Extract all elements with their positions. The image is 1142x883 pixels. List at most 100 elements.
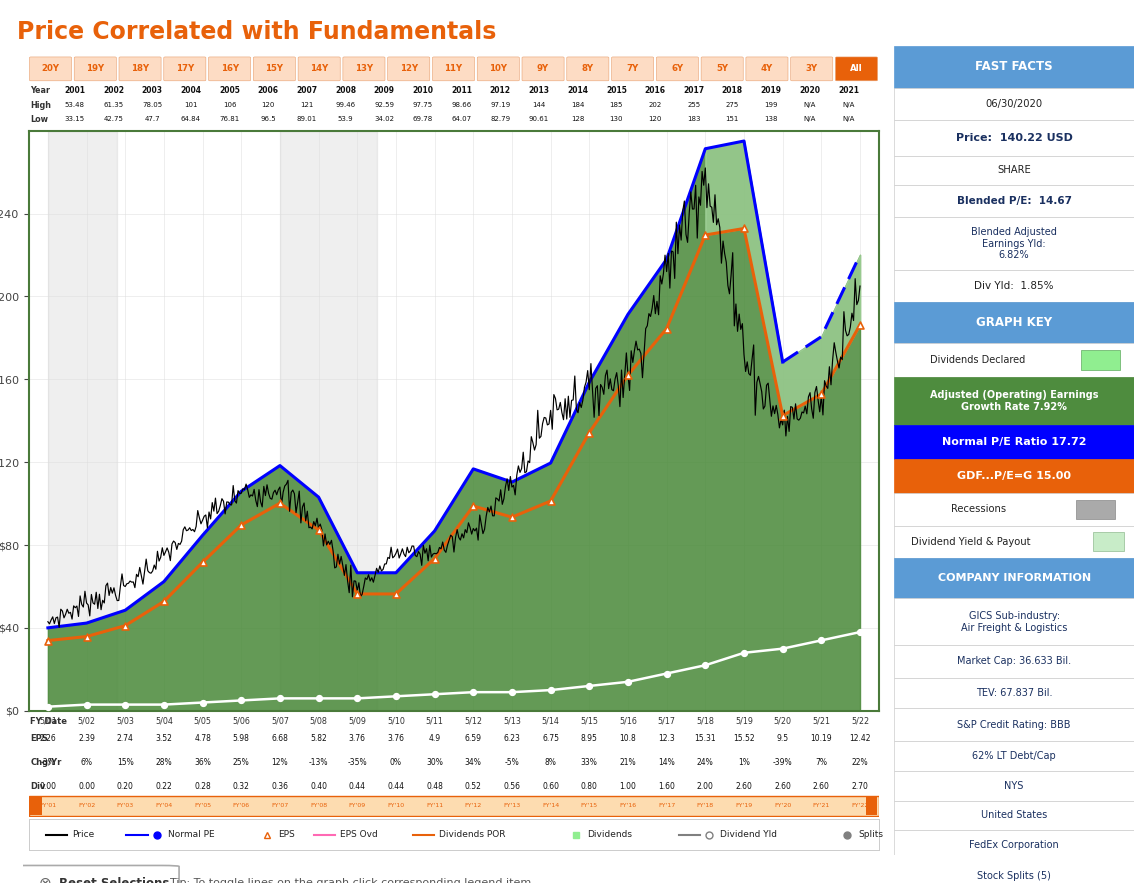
Point: [812, 387, 830, 401]
Text: 2003: 2003: [142, 87, 163, 95]
Text: 25%: 25%: [233, 758, 250, 766]
Text: 130: 130: [610, 117, 624, 122]
Point: [502, 510, 521, 525]
Text: 16Y: 16Y: [220, 64, 239, 73]
Text: 5.98: 5.98: [233, 734, 250, 743]
Text: 185: 185: [610, 102, 624, 108]
Bar: [894, 377, 1134, 426]
Bar: [894, 426, 1134, 459]
Text: Normal P/E Ratio 17.72: Normal P/E Ratio 17.72: [942, 437, 1086, 448]
Text: 6.75: 6.75: [542, 734, 560, 743]
Text: Blended Adjusted
Earnings Yld:
6.82%: Blended Adjusted Earnings Yld: 6.82%: [971, 227, 1057, 260]
Point: [309, 691, 328, 706]
Text: Normal PE: Normal PE: [168, 830, 215, 840]
Point: [271, 496, 289, 510]
Text: 0.28: 0.28: [194, 781, 211, 790]
Text: 1.60: 1.60: [658, 781, 675, 790]
Point: [773, 642, 791, 656]
Text: 5/13: 5/13: [502, 717, 521, 726]
Text: Reset Selections: Reset Selections: [59, 877, 170, 883]
Text: FY'22: FY'22: [851, 804, 869, 808]
Text: FY'12: FY'12: [465, 804, 482, 808]
Text: FY'17: FY'17: [658, 804, 675, 808]
Text: 10.8: 10.8: [620, 734, 636, 743]
Bar: [894, 494, 1134, 525]
FancyBboxPatch shape: [433, 57, 475, 80]
Text: 9.5: 9.5: [777, 734, 789, 743]
Text: 3Y: 3Y: [805, 64, 818, 73]
Text: 2001: 2001: [64, 87, 86, 95]
Text: 5/03: 5/03: [116, 717, 134, 726]
Text: 3.76: 3.76: [387, 734, 404, 743]
Bar: [894, 801, 1134, 830]
Text: 5/08: 5/08: [309, 717, 328, 726]
Point: [658, 667, 676, 681]
Text: 5/10: 5/10: [387, 717, 405, 726]
Text: United States: United States: [981, 810, 1047, 820]
FancyBboxPatch shape: [343, 57, 385, 80]
Bar: [894, 156, 1134, 185]
Text: 3.52: 3.52: [155, 734, 172, 743]
Bar: [280, 131, 377, 711]
Text: 33%: 33%: [581, 758, 597, 766]
Text: 5/20: 5/20: [773, 717, 791, 726]
Point: [348, 587, 367, 601]
Text: 4Y: 4Y: [761, 64, 773, 73]
Text: 11Y: 11Y: [444, 64, 463, 73]
Text: FY'14: FY'14: [542, 804, 560, 808]
Text: 3.76: 3.76: [348, 734, 365, 743]
Text: 5/09: 5/09: [348, 717, 367, 726]
Point: [39, 699, 57, 713]
Point: [387, 690, 405, 704]
Text: FY'13: FY'13: [504, 804, 521, 808]
Text: 14%: 14%: [658, 758, 675, 766]
Point: [502, 685, 521, 699]
Text: 5/04: 5/04: [155, 717, 172, 726]
Text: 6%: 6%: [81, 758, 93, 766]
Text: GRAPH KEY: GRAPH KEY: [976, 316, 1052, 329]
Point: [464, 499, 482, 513]
Point: [78, 698, 96, 712]
Text: 5/19: 5/19: [735, 717, 753, 726]
Text: 33.15: 33.15: [65, 117, 85, 122]
Text: 0.48: 0.48: [426, 781, 443, 790]
Text: 2009: 2009: [373, 87, 395, 95]
Text: 2.39: 2.39: [78, 734, 95, 743]
FancyBboxPatch shape: [836, 57, 877, 80]
Text: 89.01: 89.01: [297, 117, 317, 122]
Text: Chg/Yr: Chg/Yr: [31, 758, 62, 766]
Text: 76.81: 76.81: [219, 117, 240, 122]
Text: 97.75: 97.75: [413, 102, 433, 108]
Point: [734, 645, 753, 660]
Text: 64.84: 64.84: [180, 117, 201, 122]
Text: Dividend Yld: Dividend Yld: [721, 830, 778, 840]
Text: 96.5: 96.5: [260, 117, 276, 122]
Text: FY'07: FY'07: [272, 804, 289, 808]
Text: Stock Splits (5): Stock Splits (5): [978, 871, 1051, 880]
Text: 2015: 2015: [606, 87, 627, 95]
Text: FY'18: FY'18: [697, 804, 714, 808]
Bar: [1077, 500, 1115, 519]
Text: 0.36: 0.36: [272, 781, 289, 790]
Text: FEDEX CORP(NYS:FDX): FEDEX CORP(NYS:FDX): [525, 18, 759, 35]
Text: 6.68: 6.68: [272, 734, 289, 743]
Point: [734, 222, 753, 236]
Text: 2011: 2011: [451, 87, 472, 95]
Text: 18Y: 18Y: [131, 64, 150, 73]
Text: FY'02: FY'02: [78, 804, 95, 808]
Text: 34%: 34%: [465, 758, 482, 766]
Text: FY'15: FY'15: [581, 804, 598, 808]
Text: 53.48: 53.48: [65, 102, 85, 108]
FancyBboxPatch shape: [10, 865, 179, 883]
Text: NYS: NYS: [1005, 781, 1023, 791]
Text: 06/30/2020: 06/30/2020: [986, 99, 1043, 109]
Text: 0.32: 0.32: [233, 781, 250, 790]
Text: Adjusted (Operating) Earnings
Growth Rate 7.92%: Adjusted (Operating) Earnings Growth Rat…: [930, 390, 1099, 411]
Text: 8.95: 8.95: [581, 734, 597, 743]
Text: 2018: 2018: [722, 87, 743, 95]
Text: FY'01: FY'01: [39, 804, 56, 808]
Point: [78, 630, 96, 644]
FancyBboxPatch shape: [254, 57, 296, 80]
Text: 20Y: 20Y: [41, 64, 59, 73]
Text: 202: 202: [649, 102, 661, 108]
